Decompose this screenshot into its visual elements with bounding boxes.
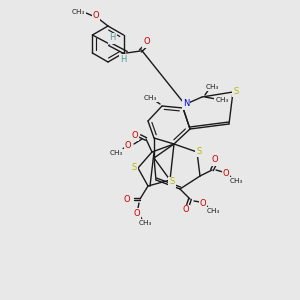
Text: S: S (131, 164, 136, 172)
Text: O: O (124, 196, 130, 205)
Text: S: S (233, 86, 238, 95)
Text: CH₃: CH₃ (215, 97, 229, 103)
Text: CH₃: CH₃ (205, 84, 219, 90)
Text: O: O (134, 208, 140, 217)
Text: CH₃: CH₃ (109, 150, 123, 156)
Text: O: O (223, 169, 229, 178)
Text: S: S (169, 178, 175, 187)
Text: O: O (183, 206, 189, 214)
Text: CH₃: CH₃ (143, 95, 157, 101)
Text: H: H (120, 55, 127, 64)
Text: O: O (132, 130, 138, 140)
Text: O: O (125, 140, 131, 149)
Text: CH₃: CH₃ (71, 9, 85, 15)
Text: O: O (143, 38, 150, 46)
Text: O: O (212, 155, 218, 164)
Text: N: N (183, 100, 189, 109)
Text: CH₃: CH₃ (229, 178, 243, 184)
Text: S: S (196, 146, 202, 155)
Text: CH₃: CH₃ (138, 220, 152, 226)
Text: O: O (93, 11, 99, 20)
Text: H: H (109, 34, 116, 43)
Text: O: O (200, 199, 206, 208)
Text: CH₃: CH₃ (206, 208, 220, 214)
